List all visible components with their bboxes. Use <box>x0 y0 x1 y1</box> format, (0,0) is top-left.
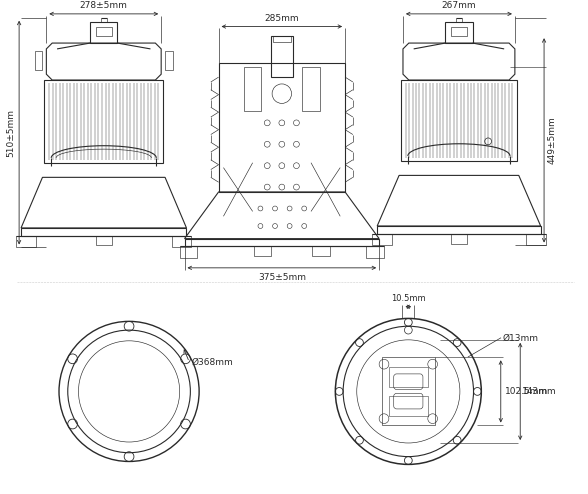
Bar <box>253 247 271 256</box>
Bar <box>526 234 546 246</box>
Bar <box>35 51 42 70</box>
Text: 267mm: 267mm <box>442 1 476 10</box>
Bar <box>244 67 262 111</box>
Text: 285mm: 285mm <box>265 14 299 23</box>
Text: 375±5mm: 375±5mm <box>258 273 306 282</box>
Bar <box>451 27 467 36</box>
Bar <box>90 22 118 43</box>
Bar <box>451 234 467 244</box>
Text: 10.5mm: 10.5mm <box>391 294 426 303</box>
Bar <box>273 36 290 42</box>
Bar <box>185 239 379 247</box>
Bar <box>312 247 329 256</box>
Bar <box>172 236 191 247</box>
Bar <box>165 51 173 70</box>
Bar <box>389 396 428 416</box>
Bar <box>445 22 473 43</box>
Text: 278±5mm: 278±5mm <box>80 1 128 10</box>
Bar <box>180 247 197 258</box>
Bar <box>382 357 435 425</box>
Bar <box>219 63 345 192</box>
Bar <box>96 27 112 36</box>
Bar <box>366 247 384 258</box>
Bar <box>302 67 320 111</box>
Bar <box>271 36 293 77</box>
Text: Ø13mm: Ø13mm <box>503 333 539 342</box>
Bar <box>401 80 517 161</box>
Text: Ø368mm: Ø368mm <box>191 358 233 367</box>
Text: 102.5mm: 102.5mm <box>505 387 548 396</box>
Text: 449±5mm: 449±5mm <box>548 117 557 164</box>
Bar <box>21 228 186 236</box>
Bar <box>389 367 428 386</box>
Bar <box>45 80 163 163</box>
Text: 143mm: 143mm <box>522 387 557 396</box>
Text: 510±5mm: 510±5mm <box>6 109 15 157</box>
Bar <box>377 226 540 234</box>
Bar <box>372 234 392 246</box>
Bar <box>96 236 112 246</box>
Bar <box>16 236 36 247</box>
